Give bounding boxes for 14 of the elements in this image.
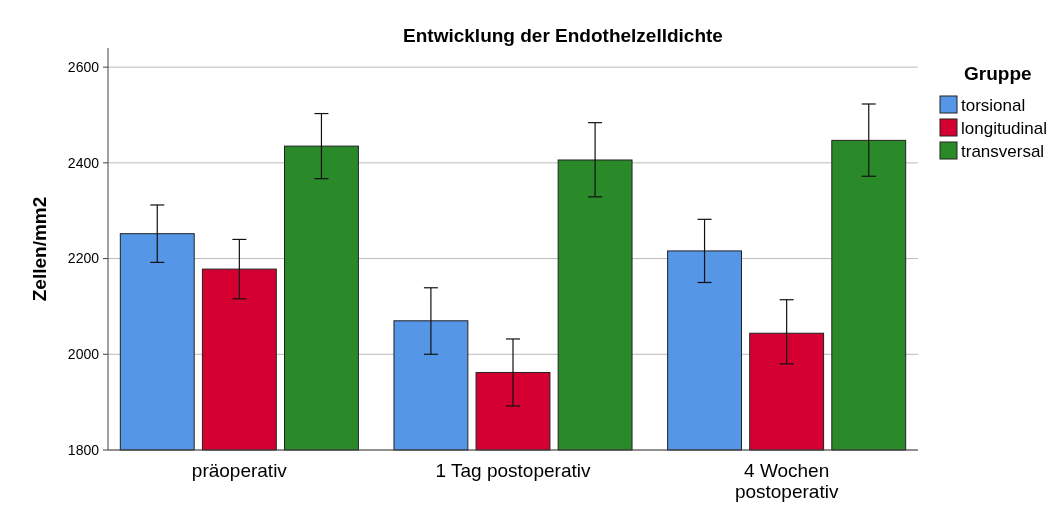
legend-title: Gruppe <box>964 63 1032 84</box>
x-tick-label: präoperativ <box>191 460 288 481</box>
y-tick-label: 2000 <box>67 346 100 363</box>
y-tick-label: 2400 <box>67 154 100 171</box>
x-tick-label: 4 Wochen postoperativ <box>734 460 839 502</box>
y-tick-label: 2600 <box>67 59 100 76</box>
legend-label: longitudinal <box>961 118 1048 138</box>
legend-label: torsional <box>961 95 1026 115</box>
x-tick-label: 1 Tag postoperativ <box>435 460 591 481</box>
y-axis-title: Zellen/mm2 <box>29 196 50 302</box>
legend-label: transversal <box>961 141 1045 161</box>
chart-title: Entwicklung der Endothelzelldichte <box>403 25 723 46</box>
y-tick-label: 1800 <box>67 441 100 458</box>
y-tick-label: 2200 <box>67 250 100 267</box>
